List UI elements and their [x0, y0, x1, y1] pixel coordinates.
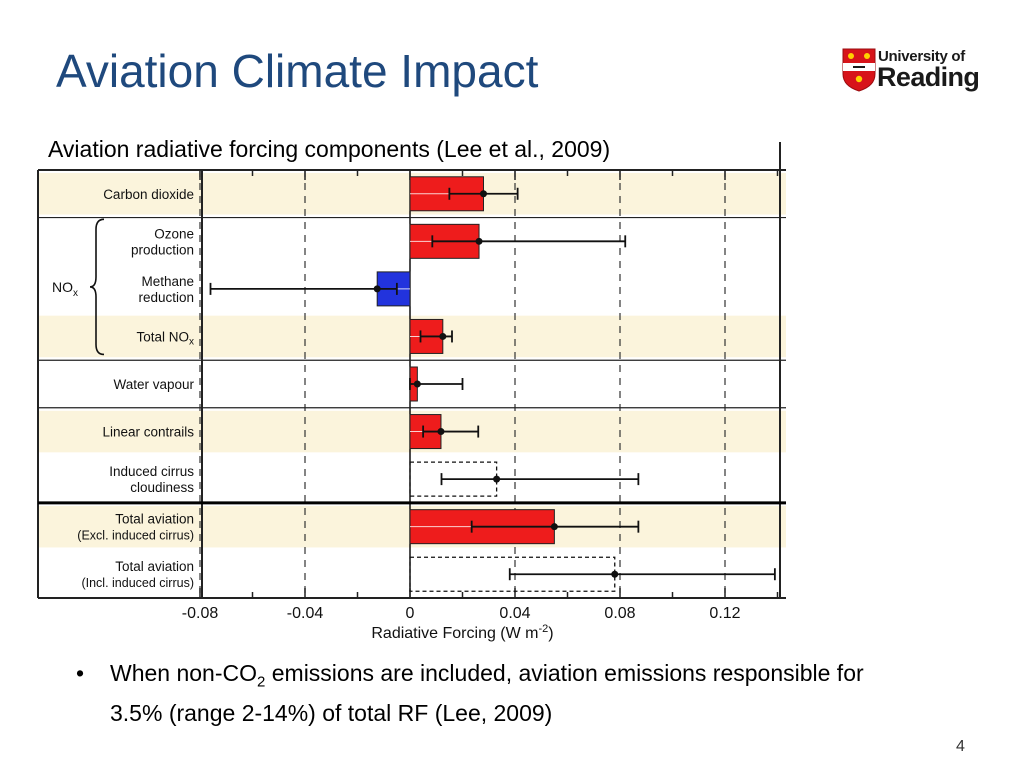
value-marker — [439, 332, 447, 340]
row-label: production — [131, 242, 194, 257]
row-label: Ozone — [154, 226, 194, 241]
row-label: Total aviation — [115, 559, 194, 574]
x-tick-label: -0.04 — [287, 605, 324, 622]
slide-number: 4 — [956, 738, 965, 755]
row-label: Methane — [141, 274, 194, 289]
value-marker — [373, 285, 381, 293]
value-marker — [550, 523, 558, 531]
bullet-marker: • — [76, 660, 85, 686]
value-marker — [611, 570, 619, 578]
value-marker — [493, 475, 501, 483]
bullet-subscript: 2 — [257, 673, 266, 691]
value-marker — [475, 237, 483, 245]
x-tick-label: 0.12 — [709, 605, 740, 622]
bullet-text-part: When non-CO — [110, 660, 258, 686]
x-axis-label: Radiative Forcing (W m-2) — [371, 623, 553, 642]
row-label: (Incl. induced cirrus) — [81, 576, 194, 590]
bullet-text: When non-CO2 emissions are included, avi… — [110, 658, 870, 729]
x-tick-label: 0.04 — [499, 605, 530, 622]
x-tick-label: 0.08 — [604, 605, 635, 622]
bar — [409, 461, 498, 497]
radiative-forcing-chart: -0.08 -0.04 0 0.04 0.08 0.12 Radiative Forcing… — [37, 142, 786, 642]
chart-caption: Aviation radiative forcing components (L… — [48, 136, 611, 162]
bullet-text-part: emissions are included, aviation emissio… — [110, 660, 864, 726]
group-label: NOx — [52, 279, 78, 299]
row-label: Induced cirrus — [109, 464, 194, 479]
logo-text: Reading — [877, 62, 980, 92]
value-marker — [480, 190, 487, 198]
row-label: Carbon dioxide — [103, 187, 194, 202]
value-marker — [437, 428, 445, 436]
value-marker — [413, 380, 421, 388]
row-label: Linear contrails — [102, 425, 194, 440]
university-logo: University of Reading — [842, 48, 980, 94]
row-label: Total NOx — [136, 329, 194, 347]
row-label: reduction — [138, 290, 194, 305]
x-tick-label: 0 — [406, 605, 415, 622]
x-tick-label: -0.08 — [182, 605, 219, 622]
row-label: (Excl. induced cirrus) — [77, 529, 194, 543]
slide-title: Aviation Climate Impact — [56, 45, 539, 97]
crest-icon — [842, 48, 876, 92]
logo-text: University of — [878, 48, 965, 65]
row-label: Water vapour — [113, 377, 194, 392]
row-label: cloudiness — [130, 480, 194, 495]
row-label: Total aviation — [115, 512, 194, 527]
group-brace — [89, 218, 105, 356]
